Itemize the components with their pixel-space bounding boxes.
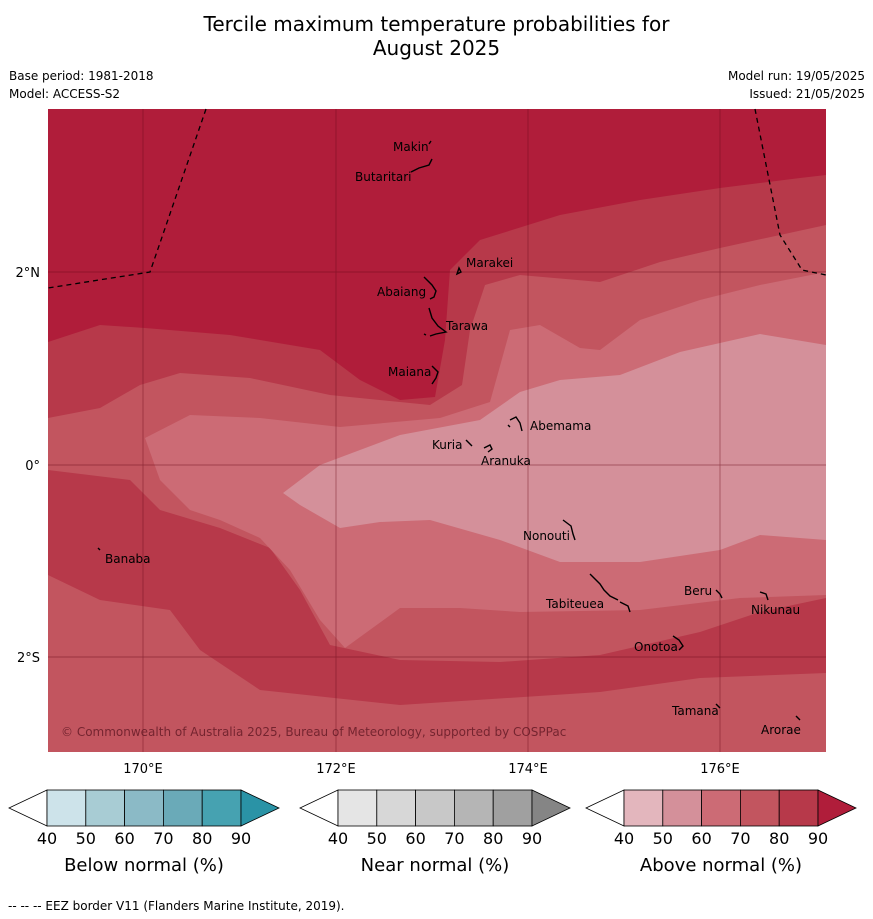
colorbar-title: Below normal (%) [64,855,224,876]
colorbar-swatch [162,789,203,827]
place-label: Abaiang [377,285,426,299]
colorbar-tick-label: 50 [367,829,387,848]
colorbar-swatch [415,789,455,827]
colorbar-swatch [201,789,242,827]
colorbar-swatch [46,789,87,827]
colorbar-swatch [85,789,126,827]
island-outlines [97,140,801,721]
colorbar-swatch [623,789,664,827]
colorbar-swatch [492,789,533,827]
colorbar-tick-label: 80 [769,829,789,848]
lat-label-2s: 2°S [17,651,40,666]
place-label: Banaba [105,552,151,566]
place-label: Makin [393,140,429,154]
lat-label-2n: 2°N [16,266,41,281]
map-figure: Makin Butaritari Marakei Abaiang Tarawa … [8,108,857,876]
colorbar-swatch [778,789,819,827]
colorbar-title: Near normal (%) [361,855,510,876]
place-label: Tamana [671,704,719,718]
colorbar-tick-label: 90 [522,829,542,848]
lon-label-176e: 176°E [700,762,740,777]
colorbar-tick-label: 70 [444,829,464,848]
gridlines [48,109,826,752]
colorbar-tick-label: 90 [231,829,251,848]
colorbar-tick-label: 60 [405,829,425,848]
colorbar-tick-label: 60 [114,829,134,848]
place-labels: Makin Butaritari Marakei Abaiang Tarawa … [105,140,801,737]
colorbar-swatch [740,789,780,827]
colorbar: 40 50 60 70 80 90 Below normal (%) [8,789,280,876]
base-period: Base period: 1981-2018 [9,69,154,83]
eez-borders [47,108,827,289]
meta-right: Model run: 19/05/2025 Issued: 21/05/2025 [728,67,865,103]
colorbar-tick-label: 90 [808,829,828,848]
colorbar-tick-label: 70 [153,829,173,848]
colorbar-tick-label: 40 [614,829,634,848]
place-label: Butaritari [355,170,412,184]
lon-label-174e: 174°E [508,762,548,777]
place-label: Arorae [761,723,801,737]
colorbar-extend-high [817,789,857,827]
colorbar-tick-label: 70 [730,829,750,848]
place-label: Aranuka [481,454,531,468]
title-line-1: Tercile maximum temperature probabilitie… [203,12,670,36]
colorbar-tick-label: 40 [328,829,348,848]
colorbar-extend-low [8,789,48,827]
colorbar-extend-high [240,789,280,827]
eez-note: -- -- -- EEZ border V11 (Flanders Marine… [8,899,345,913]
colorbar-swatch [662,789,702,827]
lon-label-172e: 172°E [316,762,356,777]
title-line-2: August 2025 [372,36,501,60]
colorbar-swatch [453,789,494,827]
colorbar: 40 50 60 70 80 90 Above normal (%) [585,789,857,876]
place-label: Nonouti [523,529,570,543]
colorbars: 40 50 60 70 80 90 Below normal (%) 40 50 60 70 80 90… [8,789,857,876]
colorbar-swatch [701,789,741,827]
place-label: Abemama [530,419,591,433]
model-run: Model run: 19/05/2025 [727,69,865,83]
model-name: Model: ACCESS-S2 [9,87,121,101]
place-label: Beru [684,584,712,598]
colorbar-title: Above normal (%) [640,855,802,876]
issued-date: Issued: 21/05/2025 [749,87,865,101]
colorbar-swatch [124,789,164,827]
place-label: Marakei [466,256,513,270]
lon-label-170e: 170°E [123,762,163,777]
colorbar-extend-high [531,789,571,827]
place-label: Maiana [388,365,431,379]
colorbar-tick-label: 80 [192,829,212,848]
probability-field [48,109,826,752]
place-label: Kuria [432,438,463,452]
place-label: Tabiteuea [545,597,604,611]
meta-left: Base period: 1981-2018 Model: ACCESS-S2 [9,67,154,103]
colorbar-tick-label: 60 [691,829,711,848]
colorbar-tick-label: 50 [653,829,673,848]
colorbar-extend-low [585,789,625,827]
colorbar: 40 50 60 70 80 90 Near normal (%) [299,789,571,876]
place-label: Nikunau [751,603,800,617]
colorbar-swatch [376,789,416,827]
place-label: Onotoa [634,640,678,654]
copyright-note: © Commonwealth of Australia 2025, Bureau… [61,725,566,739]
colorbar-tick-label: 50 [76,829,96,848]
colorbar-tick-label: 40 [37,829,57,848]
zone-above-50-60 [283,334,826,562]
colorbar-extend-low [299,789,339,827]
place-label: Tarawa [445,319,488,333]
colorbar-swatch [337,789,378,827]
chart-title: Tercile maximum temperature probabilitie… [0,12,873,60]
colorbar-tick-label: 80 [483,829,503,848]
lat-label-0: 0° [25,459,40,474]
